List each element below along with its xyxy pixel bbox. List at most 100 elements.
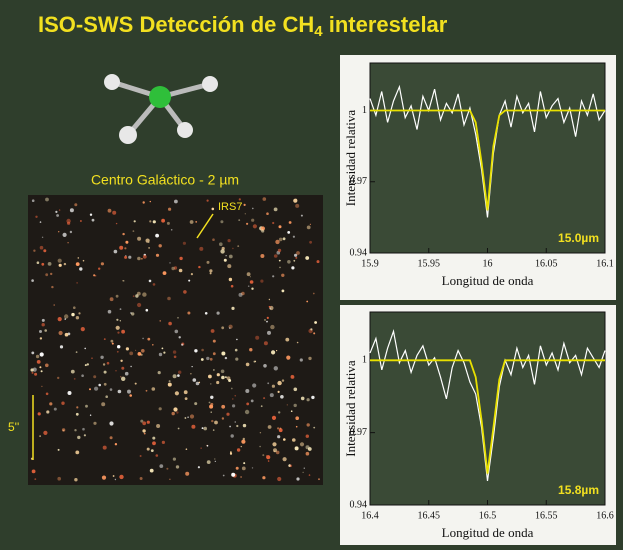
star [203,427,207,431]
star [51,286,53,288]
star [40,337,42,339]
star [290,465,293,468]
y-axis-label: Intensidad relativa [343,110,358,207]
star [213,352,216,355]
star [78,312,80,314]
star [169,479,170,480]
star [150,469,154,473]
star [168,383,172,387]
star [270,325,274,329]
star [221,370,225,374]
star [210,396,213,399]
star [201,349,204,352]
star [39,366,41,368]
star [293,260,295,262]
star [205,312,208,315]
star [153,220,156,223]
star [274,366,278,370]
star [311,396,314,399]
star [116,295,119,298]
star [277,427,279,429]
star [272,222,274,224]
star [59,209,60,210]
star [174,200,178,204]
star [118,390,122,394]
star [285,338,289,342]
star [58,317,62,321]
star [94,387,98,391]
star [37,261,40,264]
star [172,412,175,415]
star [58,231,59,232]
star [188,280,190,282]
star [83,260,85,262]
star [87,363,89,365]
star [276,350,277,351]
star [60,345,63,348]
star [36,355,39,358]
star [176,411,178,413]
star [212,208,215,211]
star [222,417,224,419]
x-axis-label: Longitud de onda [442,273,534,288]
star [142,429,145,432]
star [65,333,69,337]
star [194,402,197,405]
star [306,452,310,456]
star [277,477,281,481]
star [264,319,265,320]
star [142,338,144,340]
star [296,251,300,255]
star [201,448,202,449]
star [119,475,123,479]
star [102,476,106,480]
star [185,472,189,476]
star [274,208,278,212]
star [149,220,151,222]
star [120,360,122,362]
star [59,331,63,335]
star [76,262,80,266]
star [245,410,249,414]
star [93,274,95,276]
star [39,330,42,333]
star [178,371,181,374]
star [264,341,268,345]
star [39,435,41,437]
star [231,388,233,390]
star [144,433,146,435]
star [33,250,35,252]
star [45,364,49,368]
star [61,402,64,405]
star [110,388,113,391]
star [159,407,162,410]
star [301,397,305,401]
star [269,299,270,300]
star [62,428,65,431]
star [143,255,147,259]
star [42,323,45,326]
star [295,204,299,208]
star [246,223,248,225]
star [250,280,254,284]
star [81,374,84,377]
plot-area [370,63,605,253]
star [185,417,187,419]
star [43,431,47,435]
star [278,391,280,393]
star [251,219,254,222]
star [113,475,115,477]
star [74,429,76,431]
star [124,247,126,249]
star [40,221,42,223]
star [210,403,213,406]
star [49,402,52,405]
star [173,407,177,411]
star [247,272,251,276]
y-axis-label: Intensidad relativa [343,360,358,457]
star [153,283,156,286]
star [151,449,154,452]
star [124,256,127,259]
scale-label: 5'' [8,420,19,434]
x-tick-label: 16.5 [479,510,497,521]
